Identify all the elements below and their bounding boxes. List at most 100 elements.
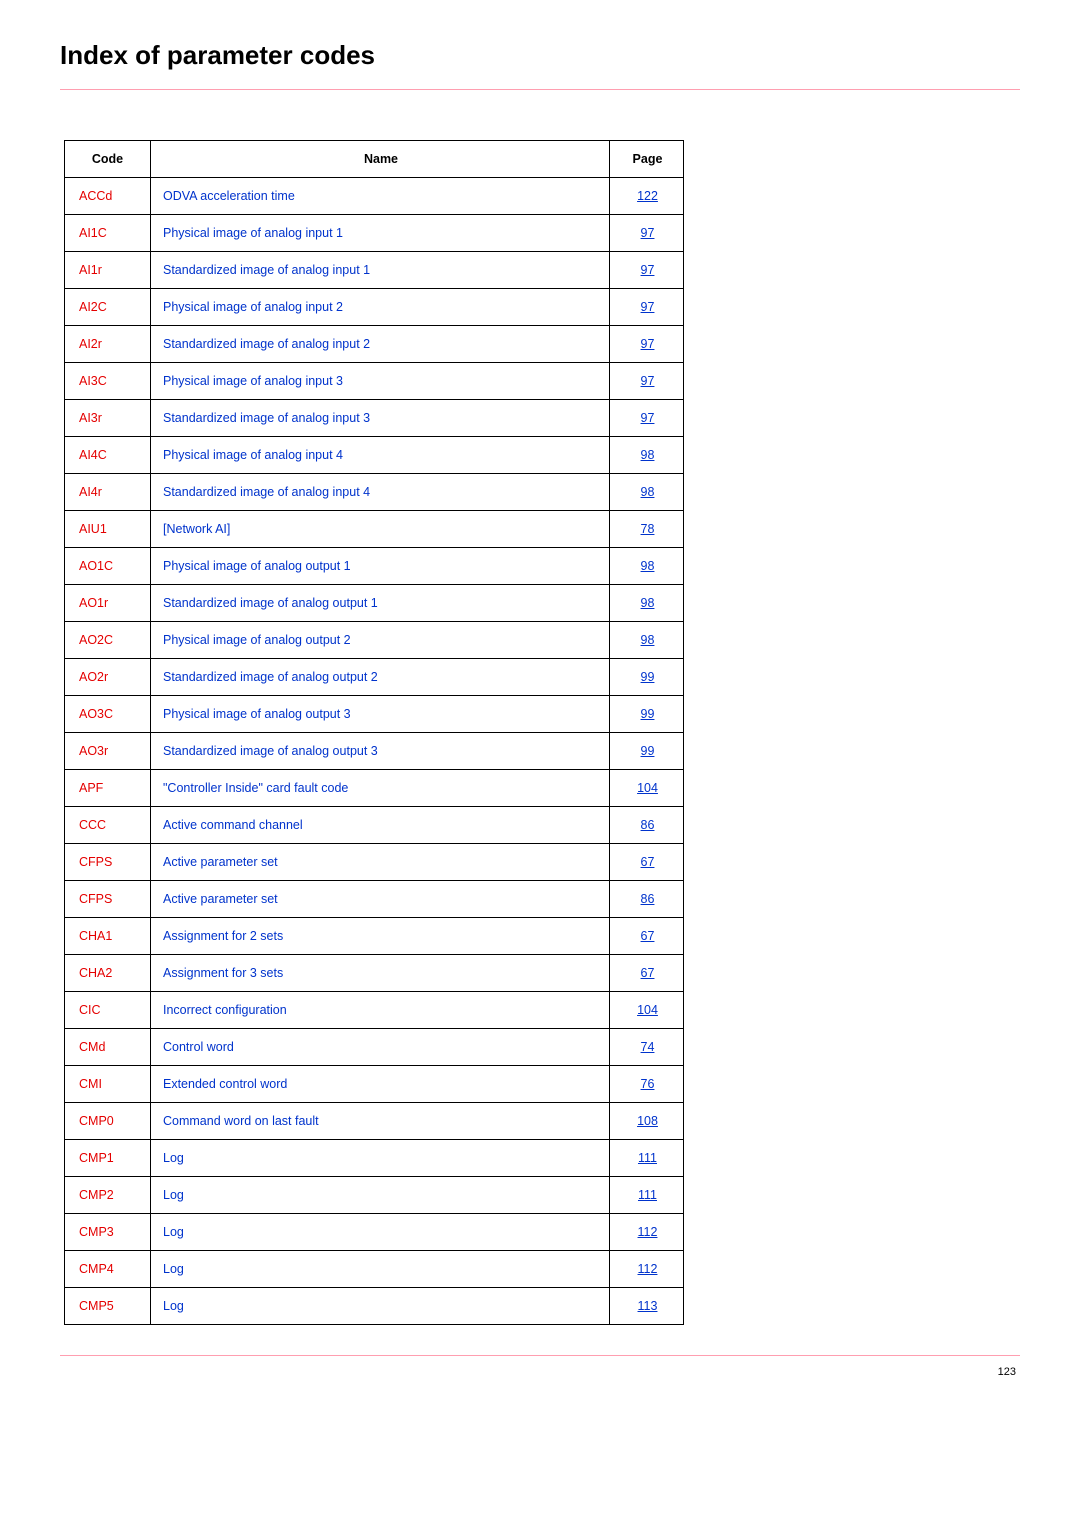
- table-row: AI1CPhysical image of analog input 197: [65, 215, 684, 252]
- page-link[interactable]: 98: [641, 559, 655, 573]
- cell-code: CFPS: [65, 881, 151, 918]
- table-row: CMP1Log111: [65, 1140, 684, 1177]
- header-code: Code: [65, 141, 151, 178]
- page-link[interactable]: 104: [637, 1003, 658, 1017]
- page-link[interactable]: 99: [641, 670, 655, 684]
- cell-name: Physical image of analog input 4: [151, 437, 610, 474]
- cell-code: AI2r: [65, 326, 151, 363]
- cell-page: 99: [610, 659, 684, 696]
- page-link[interactable]: 76: [641, 1077, 655, 1091]
- table-row: AI4CPhysical image of analog input 498: [65, 437, 684, 474]
- page-link[interactable]: 97: [641, 337, 655, 351]
- table-row: AO1rStandardized image of analog output …: [65, 585, 684, 622]
- cell-code: AO1r: [65, 585, 151, 622]
- page-link[interactable]: 98: [641, 448, 655, 462]
- page-link[interactable]: 67: [641, 966, 655, 980]
- page-link[interactable]: 122: [637, 189, 658, 203]
- cell-code: CCC: [65, 807, 151, 844]
- cell-code: CMP2: [65, 1177, 151, 1214]
- cell-code: CFPS: [65, 844, 151, 881]
- table-row: AIU1[Network AI]78: [65, 511, 684, 548]
- cell-page: 111: [610, 1177, 684, 1214]
- cell-code: CMP3: [65, 1214, 151, 1251]
- table-row: AI4rStandardized image of analog input 4…: [65, 474, 684, 511]
- cell-page: 108: [610, 1103, 684, 1140]
- cell-code: CIC: [65, 992, 151, 1029]
- table-row: CMdControl word74: [65, 1029, 684, 1066]
- page-link[interactable]: 98: [641, 633, 655, 647]
- page-title: Index of parameter codes: [60, 40, 1020, 71]
- cell-page: 104: [610, 992, 684, 1029]
- cell-name: Command word on last fault: [151, 1103, 610, 1140]
- cell-name: Control word: [151, 1029, 610, 1066]
- cell-name: Physical image of analog output 3: [151, 696, 610, 733]
- page-link[interactable]: 98: [641, 596, 655, 610]
- table-row: CFPSActive parameter set 86: [65, 881, 684, 918]
- page-link[interactable]: 74: [641, 1040, 655, 1054]
- bottom-rule: [60, 1355, 1020, 1356]
- page-link[interactable]: 97: [641, 263, 655, 277]
- cell-name: Log: [151, 1288, 610, 1325]
- page-link[interactable]: 67: [641, 929, 655, 943]
- cell-name: Incorrect configuration: [151, 992, 610, 1029]
- page-link[interactable]: 97: [641, 300, 655, 314]
- cell-code: AI3C: [65, 363, 151, 400]
- page-link[interactable]: 97: [641, 411, 655, 425]
- cell-page: 97: [610, 252, 684, 289]
- page-link[interactable]: 78: [641, 522, 655, 536]
- page-link[interactable]: 108: [637, 1114, 658, 1128]
- page-link[interactable]: 112: [638, 1225, 658, 1239]
- page-link[interactable]: 86: [641, 818, 655, 832]
- cell-code: AO2r: [65, 659, 151, 696]
- cell-name: Extended control word: [151, 1066, 610, 1103]
- header-name: Name: [151, 141, 610, 178]
- cell-page: 86: [610, 807, 684, 844]
- page-link[interactable]: 97: [641, 226, 655, 240]
- cell-code: AI2C: [65, 289, 151, 326]
- table-row: CMP2Log111: [65, 1177, 684, 1214]
- page-link[interactable]: 111: [638, 1151, 657, 1165]
- cell-code: CMP1: [65, 1140, 151, 1177]
- page-link[interactable]: 99: [641, 744, 655, 758]
- cell-name: Standardized image of analog input 4: [151, 474, 610, 511]
- page-link[interactable]: 86: [641, 892, 655, 906]
- table-row: AI3rStandardized image of analog input 3…: [65, 400, 684, 437]
- cell-page: 98: [610, 622, 684, 659]
- cell-name: Standardized image of analog input 3: [151, 400, 610, 437]
- cell-name: Physical image of analog output 2: [151, 622, 610, 659]
- top-rule: [60, 89, 1020, 90]
- cell-name: Standardized image of analog output 3: [151, 733, 610, 770]
- page-link[interactable]: 97: [641, 374, 655, 388]
- cell-name: Standardized image of analog output 1: [151, 585, 610, 622]
- cell-name: Assignment for 3 sets: [151, 955, 610, 992]
- cell-code: AO3C: [65, 696, 151, 733]
- cell-code: AIU1: [65, 511, 151, 548]
- cell-page: 112: [610, 1251, 684, 1288]
- page-link[interactable]: 99: [641, 707, 655, 721]
- cell-page: 97: [610, 326, 684, 363]
- page-link[interactable]: 98: [641, 485, 655, 499]
- cell-name: Assignment for 2 sets: [151, 918, 610, 955]
- cell-code: AI1r: [65, 252, 151, 289]
- page-link[interactable]: 67: [641, 855, 655, 869]
- cell-code: AO3r: [65, 733, 151, 770]
- cell-page: 111: [610, 1140, 684, 1177]
- cell-page: 67: [610, 955, 684, 992]
- page-link[interactable]: 104: [637, 781, 658, 795]
- cell-name: Active command channel: [151, 807, 610, 844]
- cell-page: 67: [610, 918, 684, 955]
- page-link[interactable]: 113: [638, 1299, 658, 1313]
- cell-name: Active parameter set: [151, 881, 610, 918]
- cell-code: AO1C: [65, 548, 151, 585]
- cell-page: 104: [610, 770, 684, 807]
- cell-page: 99: [610, 696, 684, 733]
- cell-name: Physical image of analog input 3: [151, 363, 610, 400]
- cell-code: CMI: [65, 1066, 151, 1103]
- page-link[interactable]: 111: [638, 1188, 657, 1202]
- cell-name: Standardized image of analog input 2: [151, 326, 610, 363]
- cell-page: 97: [610, 400, 684, 437]
- cell-name: ODVA acceleration time: [151, 178, 610, 215]
- table-row: CMIExtended control word 76: [65, 1066, 684, 1103]
- page-link[interactable]: 112: [638, 1262, 658, 1276]
- cell-page: 99: [610, 733, 684, 770]
